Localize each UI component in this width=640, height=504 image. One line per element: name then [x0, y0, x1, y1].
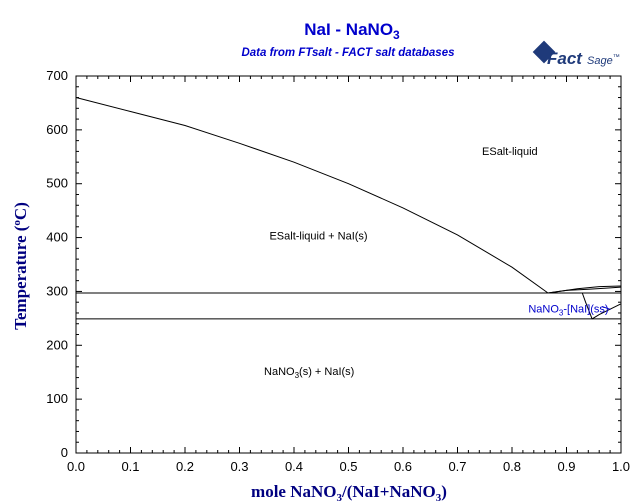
y-tick-label-1: 100 — [46, 391, 68, 406]
y-tick-label-0: 0 — [61, 445, 68, 460]
phase-label-1: ESalt-liquid + NaI(s) — [269, 231, 367, 243]
factsage-logo: Fact Sage™ — [532, 40, 620, 68]
boundary-line-6 — [591, 303, 622, 320]
y-axis-label: Temperature (oC) — [11, 202, 30, 330]
boundary-line-0 — [75, 97, 549, 294]
x-tick-label-9: 0.9 — [557, 459, 575, 474]
y-tick-label-6: 600 — [46, 122, 68, 137]
phase-label-2: NaNO3(s) + NaI(s) — [264, 366, 354, 380]
x-tick-label-4: 0.4 — [285, 459, 303, 474]
logo-text: Fact — [547, 49, 583, 68]
phase-label-3: NaNO3-[NaI](ss) — [528, 303, 608, 317]
phase-boundaries — [75, 97, 622, 320]
x-tick-label-1: 0.1 — [121, 459, 139, 474]
x-tick-label-6: 0.6 — [394, 459, 412, 474]
y-tick-label-4: 400 — [46, 230, 68, 245]
x-tick-label-7: 0.7 — [448, 459, 466, 474]
phase-label-arrow-3 — [601, 306, 611, 310]
phase-label-0: ESalt-liquid — [482, 146, 538, 158]
x-axis-ticks: 0.0 0.1 0.2 0.3 0.4 0.5 0.6 0.7 0.8 0.9 1.0 — [67, 76, 630, 474]
x-axis-label: mole NaNO3/(NaI+NaNO3) — [251, 482, 447, 504]
phase-labels: ESalt-liquid ESalt-liquid + NaI(s) NaNO3(s… — [264, 146, 611, 380]
boundary-line-5 — [581, 292, 593, 320]
plot-frame — [75, 75, 622, 454]
y-tick-label-5: 500 — [46, 176, 68, 191]
x-tick-label-3: 0.3 — [230, 459, 248, 474]
y-tick-label-7: 700 — [46, 68, 68, 83]
chart-subtitle: Data from FTsalt - FACT salt databases — [241, 47, 454, 59]
x-tick-label-8: 0.8 — [503, 459, 521, 474]
x-tick-label-5: 0.5 — [339, 459, 357, 474]
y-tick-label-2: 200 — [46, 337, 68, 352]
chart-title: NaI - NaNO3 — [304, 20, 400, 42]
logo-sage: Sage™ — [587, 54, 620, 67]
x-tick-label-0: 0.0 — [67, 459, 85, 474]
y-axis-ticks: 0 100 200 300 400 500 600 700 — [46, 68, 621, 460]
y-tick-label-3: 300 — [46, 283, 68, 298]
x-tick-label-10: 1.0 — [612, 459, 630, 474]
boundary-line-4 — [547, 285, 622, 294]
x-tick-label-2: 0.2 — [176, 459, 194, 474]
